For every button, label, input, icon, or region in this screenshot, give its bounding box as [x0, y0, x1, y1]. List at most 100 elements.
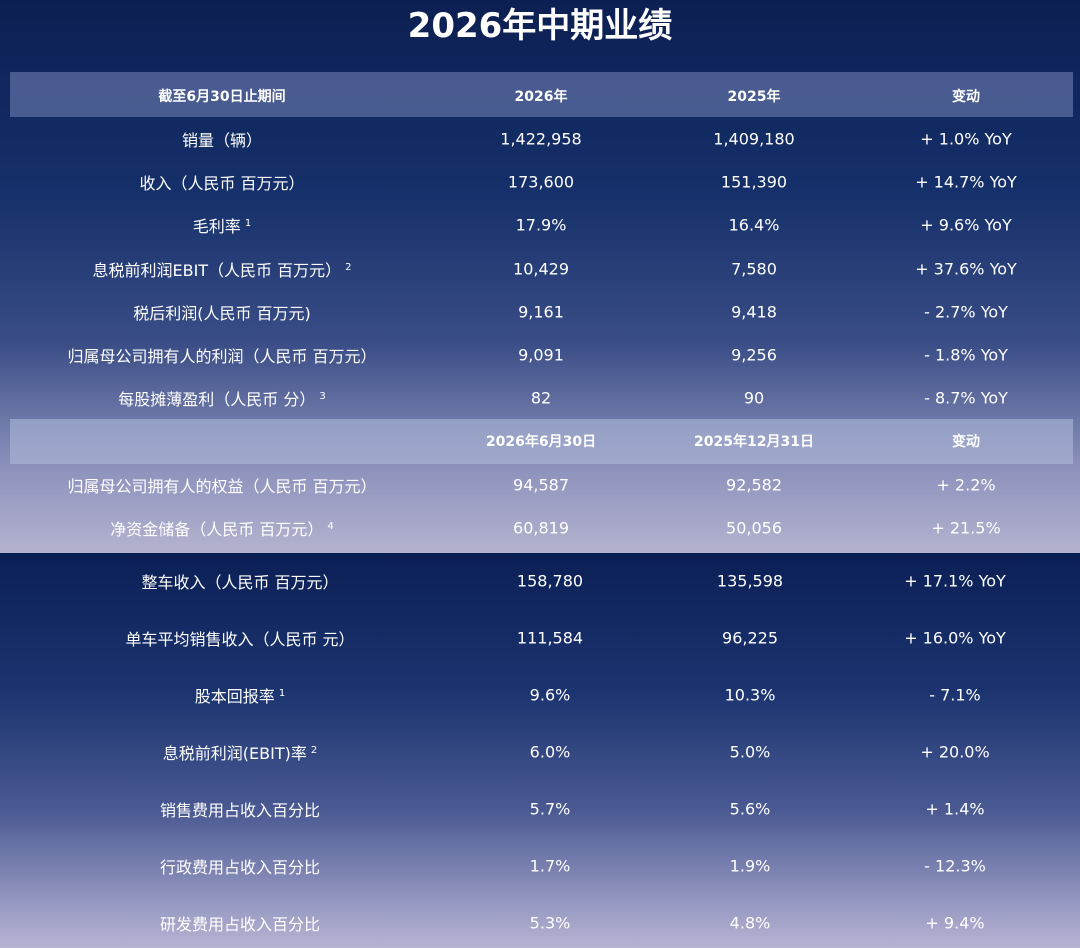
row-value: 92,582: [726, 476, 782, 495]
header-cell: 2026年6月30日: [486, 431, 596, 451]
row-value: - 1.8% YoY: [924, 346, 1008, 365]
row-label: 归属母公司拥有人的权益（人民币 百万元）: [67, 473, 376, 497]
row-value-text: + 17.1% YoY: [904, 571, 1006, 591]
row-value-text: 9,418: [731, 302, 777, 322]
header-cell: 2026年: [515, 86, 568, 106]
row-value: + 17.1% YoY: [904, 572, 1006, 591]
row-value: 16.4%: [729, 216, 780, 235]
header-cell-text: 变动: [952, 434, 980, 450]
row-value-text: 135,598: [716, 571, 784, 591]
row-value-text: 5.6%: [729, 799, 771, 819]
header-band: [10, 419, 1073, 464]
row-value-text: 6.0%: [529, 742, 571, 762]
row-label-text: 净资金储备（人民币 百万元）: [110, 520, 324, 539]
header-cell: 变动: [952, 86, 980, 106]
row-value: + 1.0% YoY: [920, 130, 1011, 149]
row-value-text: 4.8%: [729, 913, 771, 933]
header-cell-text: 截至6月30日止期间: [158, 89, 286, 105]
row-value: 1,422,958: [500, 130, 581, 149]
row-value-text: 9,256: [731, 345, 777, 365]
row-value: + 21.5%: [931, 519, 1000, 538]
row-value: 9,418: [731, 302, 777, 321]
row-label-text: 毛利率: [192, 217, 241, 237]
row-value-text: 5.3%: [529, 913, 571, 933]
row-value-text: 173,600: [507, 172, 575, 192]
row-value: 158,780: [517, 572, 583, 591]
row-value: + 9.6% YoY: [920, 216, 1011, 235]
row-value-text: + 21.5%: [931, 518, 1001, 538]
row-label-text: 每股摊薄盈利（人民币 分）: [118, 390, 316, 410]
row-value-text: + 1.4%: [925, 799, 985, 819]
row-value: 10.3%: [725, 686, 776, 705]
row-value: 1.9%: [730, 857, 771, 876]
row-value: 5.3%: [530, 914, 571, 933]
row-value: - 8.7% YoY: [924, 389, 1008, 408]
row-value-text: - 8.7% YoY: [924, 388, 1008, 408]
row-value: 94,587: [513, 476, 569, 495]
header-cell: 2025年: [728, 86, 781, 106]
row-value-text: 5.7%: [529, 799, 571, 819]
row-label: 整车收入（人民币 百万元）: [141, 569, 338, 593]
row-value: 4.8%: [730, 914, 771, 933]
row-value: 135,598: [717, 572, 783, 591]
row-label-text: 行政费用占收入百分比: [159, 858, 321, 877]
row-label: 归属母公司拥有人的利润（人民币 百万元）: [67, 343, 376, 367]
row-value: 7,580: [731, 259, 777, 278]
header-cell-text: 2026年6月30日: [485, 434, 597, 450]
row-value-text: - 1.8% YoY: [924, 345, 1008, 365]
row-value-text: 60,819: [513, 518, 569, 538]
row-value-text: + 9.6% YoY: [920, 215, 1012, 235]
row-value-text: + 37.6% YoY: [915, 259, 1017, 279]
row-value: 96,225: [722, 629, 778, 648]
row-value-text: 1,409,180: [713, 129, 795, 149]
row-label: 息税前利润(EBIT)率 2: [163, 740, 317, 764]
row-value: + 37.6% YoY: [915, 259, 1017, 278]
row-value-text: 82: [530, 388, 552, 408]
row-value-text: 17.9%: [515, 215, 567, 235]
row-value-text: + 16.0% YoY: [904, 628, 1006, 648]
row-label-text: 息税前利润(EBIT)率: [162, 744, 307, 763]
row-label-text: 税后利润(人民币 百万元): [133, 303, 311, 323]
row-value-text: - 7.1%: [929, 685, 981, 705]
row-value: 9,256: [731, 346, 777, 365]
row-value-text: 94,587: [513, 475, 569, 495]
row-value: 5.7%: [530, 800, 571, 819]
row-label-text: 销售费用占收入百分比: [159, 801, 321, 820]
row-label: 每股摊薄盈利（人民币 分） 3: [118, 386, 325, 410]
row-value: + 9.4%: [925, 914, 984, 933]
row-value-text: 96,225: [722, 628, 778, 648]
row-value-text: 5.0%: [729, 742, 771, 762]
header-cell-text: 2025年12月31日: [694, 434, 814, 450]
row-value-text: 90: [743, 388, 765, 408]
row-value-text: + 14.7% YoY: [915, 172, 1017, 192]
row-value: - 2.7% YoY: [924, 302, 1008, 321]
row-value: 1.7%: [530, 857, 571, 876]
row-label: 销量（辆）: [182, 127, 262, 151]
row-label: 毛利率 1: [193, 213, 251, 237]
row-label-text: 研发费用占收入百分比: [159, 915, 321, 934]
row-label: 单车平均销售收入（人民币 元）: [125, 626, 354, 650]
row-value-text: 1,422,958: [500, 129, 582, 149]
header-cell-text: 变动: [952, 89, 980, 105]
row-label: 行政费用占收入百分比: [160, 854, 320, 878]
row-value-text: - 2.7% YoY: [924, 302, 1008, 322]
row-value-text: 1.9%: [729, 856, 771, 876]
row-value: 151,390: [721, 173, 787, 192]
header-band: [10, 72, 1073, 117]
row-value: + 14.7% YoY: [915, 173, 1017, 192]
row-value-text: 50,056: [726, 518, 782, 538]
row-label-text: 归属母公司拥有人的利润（人民币 百万元）: [67, 347, 377, 366]
row-label-text: 单车平均销售收入（人民币 元）: [125, 630, 355, 649]
row-value: 5.0%: [730, 743, 771, 762]
row-value: - 7.1%: [929, 686, 981, 705]
row-value-text: 7,580: [731, 259, 777, 279]
row-value: 50,056: [726, 519, 782, 538]
header-cell: 截至6月30日止期间: [158, 86, 285, 106]
header-cell: 变动: [952, 431, 980, 451]
row-value-text: 16.4%: [728, 215, 780, 235]
row-value: 9.6%: [530, 686, 571, 705]
row-value: 17.9%: [516, 216, 567, 235]
row-value: 9,091: [518, 346, 564, 365]
row-value-text: 111,584: [516, 628, 584, 648]
